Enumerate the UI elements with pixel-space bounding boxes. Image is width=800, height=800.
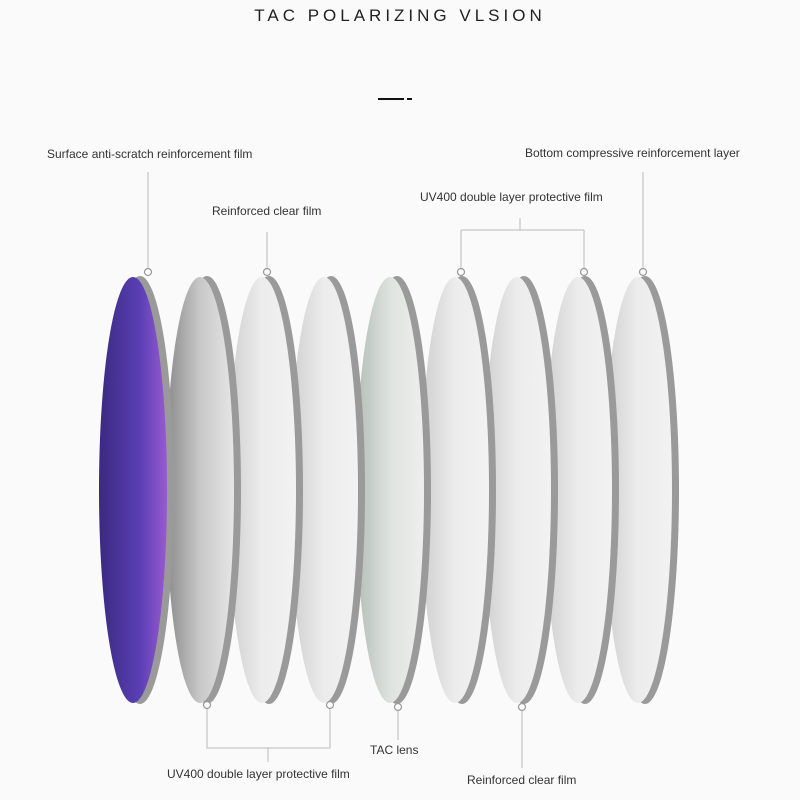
lens-face (483, 277, 551, 703)
lens-layer (483, 276, 558, 704)
leader-dot (393, 702, 403, 712)
lens-layer (604, 276, 679, 704)
lens-layer (166, 276, 241, 704)
lens-layer (544, 276, 619, 704)
lens-face (544, 277, 612, 703)
leader-dot (456, 267, 466, 277)
lens-face (228, 277, 296, 703)
label-reinforced-top: Reinforced clear film (212, 204, 322, 218)
lens-layer (228, 276, 303, 704)
lens-face (604, 277, 672, 703)
lens-layer (99, 276, 174, 704)
label-tac-lens: TAC lens (370, 743, 419, 757)
lens-layer (290, 276, 365, 704)
lens-face (290, 277, 358, 703)
lens-layer (421, 276, 496, 704)
leader-dot (517, 702, 527, 712)
leader-dot (638, 267, 648, 277)
leader-dot (143, 267, 153, 277)
lens-face (99, 277, 167, 703)
label-uv400-top: UV400 double layer protective film (420, 190, 603, 204)
label-uv400-bottom: UV400 double layer protective film (167, 767, 350, 781)
leader-dot (579, 267, 589, 277)
leader-uv400-top (460, 218, 585, 268)
page-title: TAC POLARIZING VLSION (254, 6, 546, 25)
leader-uv400-bottom (206, 708, 331, 762)
label-surface-film: Surface anti-scratch reinforcement film (47, 147, 253, 161)
lens-face (421, 277, 489, 703)
lens-layer (356, 276, 431, 704)
label-reinforced-bottom: Reinforced clear film (467, 773, 577, 787)
leader-dot (325, 700, 335, 710)
lens-face (166, 277, 234, 703)
label-bottom-layer: Bottom compressive reinforcement layer (525, 146, 740, 160)
leader-dot (262, 267, 272, 277)
lens-face (356, 277, 424, 703)
leader-dot (202, 700, 212, 710)
divider-dot (407, 98, 412, 100)
divider (378, 98, 404, 100)
